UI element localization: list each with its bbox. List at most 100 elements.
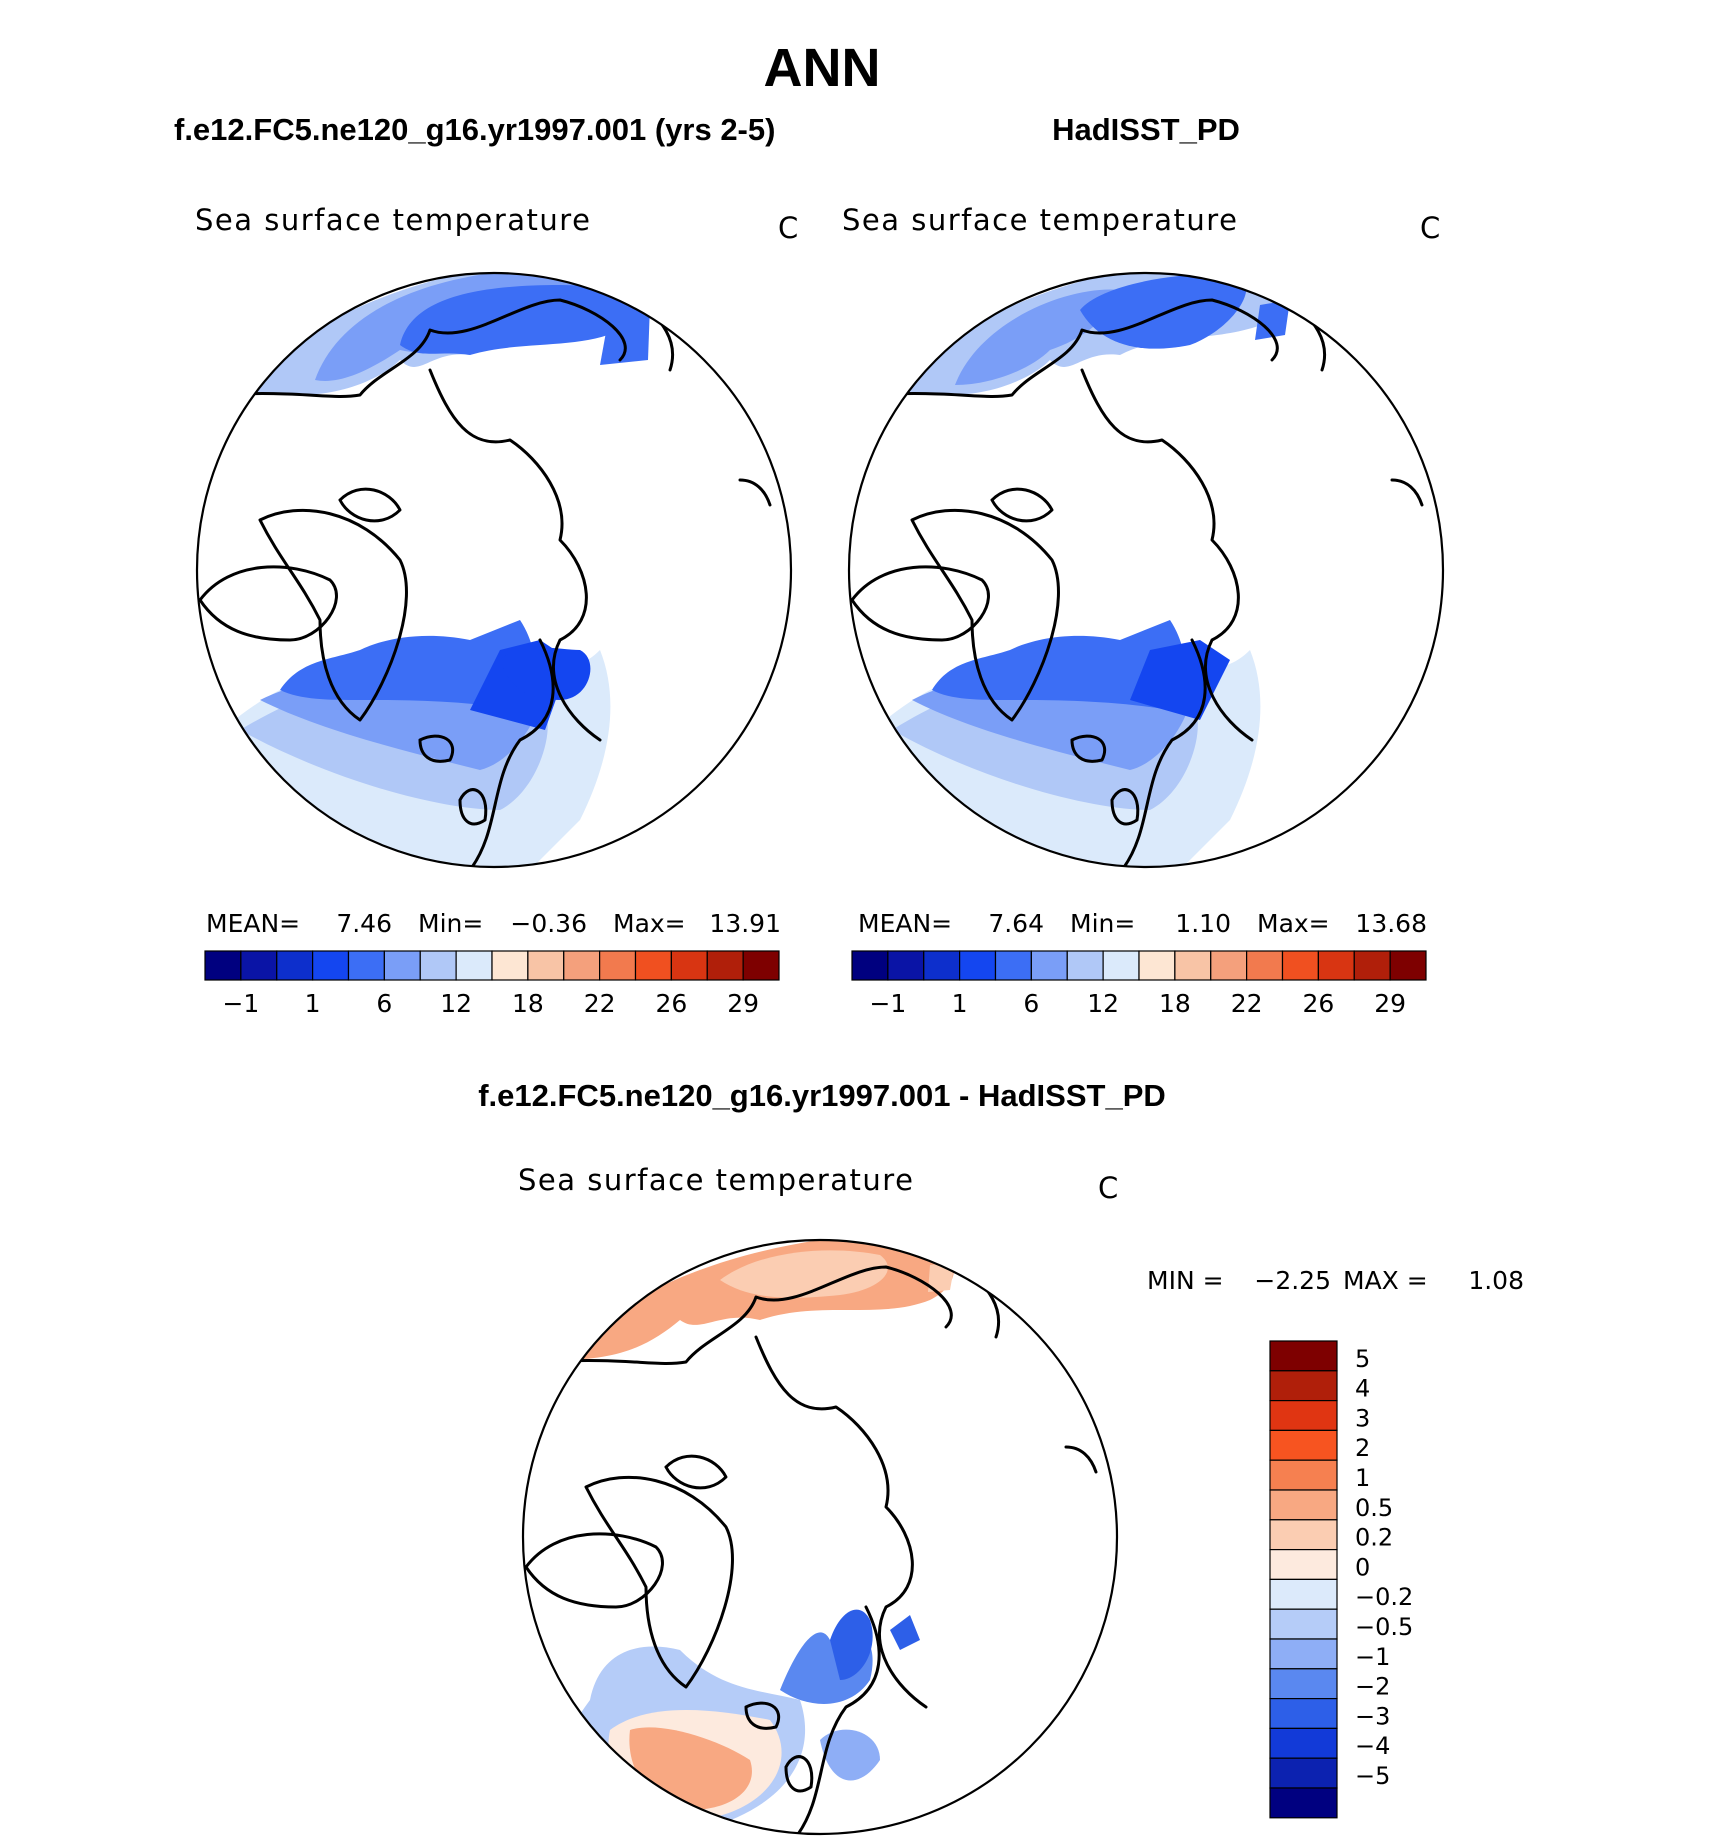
obs-colorbar-tick-label: 29 bbox=[1374, 989, 1406, 1018]
obs-colorbar-tick-label: 18 bbox=[1159, 989, 1191, 1018]
svg-text:1.08: 1.08 bbox=[1468, 1266, 1524, 1295]
diff-colorbar-swatch bbox=[1269, 1668, 1338, 1700]
diff-colorbar-tick-label: −2 bbox=[1355, 1673, 1390, 1701]
diff-variable-label: Sea surface temperature bbox=[518, 1163, 914, 1197]
model-colorbar-swatch bbox=[204, 950, 242, 981]
obs-colorbar-tick-label: 12 bbox=[1087, 989, 1119, 1018]
obs-colorbar-swatch bbox=[1102, 950, 1140, 981]
diff-colorbar-swatch bbox=[1269, 1697, 1338, 1729]
obs-colorbar: −1 1 6 12 18 22 26 29 bbox=[851, 950, 1427, 1018]
model-colorbar-tick-label: 18 bbox=[512, 989, 544, 1018]
diff-colorbar-swatch bbox=[1269, 1459, 1338, 1491]
obs-colorbar-swatch bbox=[1138, 950, 1176, 981]
model-colorbar-tick-label: −1 bbox=[222, 989, 259, 1018]
model-colorbar-swatch bbox=[240, 950, 278, 981]
svg-text:Max=: Max= bbox=[1257, 909, 1330, 938]
obs-colorbar-swatch bbox=[1066, 950, 1104, 981]
obs-colorbar-tick-label: 1 bbox=[952, 989, 968, 1018]
diff-colorbar-tick-label: −0.2 bbox=[1355, 1583, 1413, 1611]
model-colorbar-swatch bbox=[670, 950, 708, 981]
diff-colorbar-tick-label: −1 bbox=[1355, 1643, 1390, 1671]
diff-colorbar-swatch bbox=[1269, 1370, 1338, 1402]
diff-colorbar-swatch bbox=[1269, 1608, 1338, 1640]
obs-case-title: HadISST_PD bbox=[1052, 112, 1240, 147]
obs-colorbar-tick-label: 26 bbox=[1302, 989, 1334, 1018]
diff-stats: MIN = −2.25 MAX = 1.08 bbox=[1147, 1266, 1524, 1295]
obs-colorbar-swatch bbox=[923, 950, 961, 981]
obs-stats: MEAN= 7.64 Min= 1.10 Max= 13.68 bbox=[858, 909, 1427, 938]
diff-colorbar-swatch bbox=[1269, 1727, 1338, 1759]
diff-case-title: f.e12.FC5.ne120_g16.yr1997.001 - HadISST… bbox=[478, 1078, 1166, 1113]
model-colorbar-swatch bbox=[527, 950, 565, 981]
obs-colorbar-swatch bbox=[887, 950, 925, 981]
diff-colorbar-tick-label: −3 bbox=[1355, 1702, 1390, 1730]
model-colorbar-swatch bbox=[634, 950, 672, 981]
obs-units-label: C bbox=[1420, 211, 1440, 245]
svg-text:Min=: Min= bbox=[1070, 909, 1135, 938]
model-colorbar-swatch bbox=[383, 950, 421, 981]
diff-colorbar-swatch bbox=[1269, 1548, 1338, 1580]
svg-text:13.68: 13.68 bbox=[1355, 909, 1427, 938]
model-colorbar-tick-label: 22 bbox=[584, 989, 616, 1018]
model-colorbar-tick-label: 6 bbox=[376, 989, 392, 1018]
model-colorbar-swatch bbox=[742, 950, 780, 981]
diff-colorbar-tick-label: −4 bbox=[1355, 1732, 1390, 1760]
model-case-title: f.e12.FC5.ne120_g16.yr1997.001 (yrs 2-5) bbox=[174, 112, 775, 147]
obs-colorbar-swatch bbox=[1246, 950, 1284, 981]
model-colorbar-swatch bbox=[563, 950, 601, 981]
svg-text:1.10: 1.10 bbox=[1175, 909, 1231, 938]
svg-text:MEAN=: MEAN= bbox=[206, 909, 300, 938]
obs-colorbar-swatch bbox=[1389, 950, 1427, 981]
svg-text:MAX =: MAX = bbox=[1343, 1266, 1428, 1295]
obs-colorbar-swatch bbox=[959, 950, 997, 981]
svg-text:MEAN=: MEAN= bbox=[858, 909, 952, 938]
diff-colorbar-swatch bbox=[1269, 1757, 1338, 1789]
diff-colorbar-tick-label: 3 bbox=[1355, 1404, 1370, 1432]
svg-text:Max=: Max= bbox=[613, 909, 686, 938]
model-colorbar-tick-label: 29 bbox=[727, 989, 759, 1018]
obs-colorbar-swatch bbox=[1353, 950, 1391, 981]
diff-colorbar-swatch bbox=[1269, 1429, 1338, 1461]
obs-colorbar-tick-label: 6 bbox=[1023, 989, 1039, 1018]
svg-text:−2.25: −2.25 bbox=[1254, 1266, 1331, 1295]
diff-colorbar-swatch bbox=[1269, 1638, 1338, 1670]
diff-colorbar-tick-label: 0.5 bbox=[1355, 1494, 1393, 1522]
diff-colorbar-tick-label: −5 bbox=[1355, 1762, 1390, 1790]
diff-colorbar-tick-label: −0.5 bbox=[1355, 1613, 1413, 1641]
svg-text:7.64: 7.64 bbox=[988, 909, 1044, 938]
obs-colorbar-tick-label: −1 bbox=[869, 989, 906, 1018]
model-colorbar-swatch bbox=[455, 950, 493, 981]
model-colorbar-swatch bbox=[347, 950, 385, 981]
obs-colorbar-swatch bbox=[1317, 950, 1355, 981]
model-colorbar-swatch bbox=[276, 950, 314, 981]
diff-colorbar-swatch bbox=[1269, 1340, 1338, 1372]
obs-variable-label: Sea surface temperature bbox=[842, 203, 1238, 237]
svg-text:7.46: 7.46 bbox=[336, 909, 392, 938]
obs-colorbar-swatch bbox=[1210, 950, 1248, 981]
figure-title: ANN bbox=[764, 38, 881, 98]
model-colorbar-swatch bbox=[312, 950, 350, 981]
model-variable-label: Sea surface temperature bbox=[195, 203, 591, 237]
diff-colorbar-tick-label: 1 bbox=[1355, 1464, 1370, 1492]
diff-colorbar-swatch bbox=[1269, 1489, 1338, 1521]
model-colorbar-tick-label: 26 bbox=[655, 989, 687, 1018]
obs-panel: Sea surface temperature C bbox=[842, 203, 1445, 1018]
diff-coastlines bbox=[524, 1265, 1098, 1834]
diff-colorbar-tick-label: 2 bbox=[1355, 1434, 1370, 1462]
diff-colorbar-swatch bbox=[1269, 1399, 1338, 1431]
diff-colorbar-swatch bbox=[1269, 1519, 1338, 1551]
diff-colorbar-swatch bbox=[1269, 1787, 1338, 1819]
obs-colorbar-swatch bbox=[1281, 950, 1319, 981]
model-coastlines bbox=[198, 298, 772, 867]
model-colorbar-swatch bbox=[599, 950, 637, 981]
model-colorbar-swatch bbox=[491, 950, 529, 981]
diff-units-label: C bbox=[1098, 1171, 1118, 1205]
svg-text:MIN =: MIN = bbox=[1147, 1266, 1224, 1295]
model-colorbar-tick-label: 12 bbox=[440, 989, 472, 1018]
obs-colorbar-swatch bbox=[1174, 950, 1212, 981]
obs-coastlines bbox=[850, 298, 1424, 867]
model-colorbar-swatch bbox=[419, 950, 457, 981]
obs-colorbar-swatch bbox=[1030, 950, 1068, 981]
obs-colorbar-swatch bbox=[851, 950, 889, 981]
